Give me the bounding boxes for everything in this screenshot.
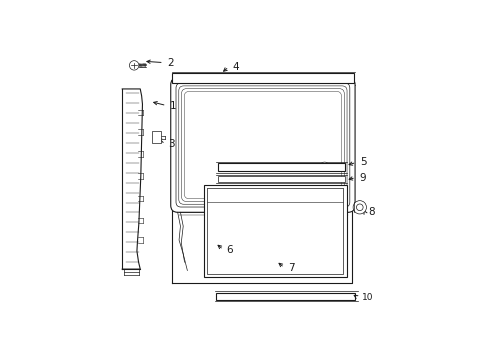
FancyBboxPatch shape: [171, 78, 355, 212]
Text: 7: 7: [288, 263, 294, 273]
Text: 2: 2: [167, 58, 174, 68]
Bar: [217, 293, 355, 300]
Bar: [152, 131, 161, 143]
Text: 8: 8: [368, 207, 375, 217]
Text: 5: 5: [360, 157, 367, 167]
Text: 6: 6: [227, 245, 233, 255]
Circle shape: [129, 61, 139, 70]
Bar: [207, 188, 343, 202]
Bar: [204, 185, 347, 278]
Bar: [207, 188, 343, 274]
Bar: [218, 163, 345, 171]
Circle shape: [320, 162, 329, 171]
Text: 4: 4: [232, 62, 239, 72]
Text: 10: 10: [362, 293, 373, 302]
Text: 1: 1: [170, 100, 176, 111]
Text: 3: 3: [169, 139, 175, 149]
Circle shape: [353, 201, 367, 214]
Bar: [172, 73, 354, 84]
Text: 9: 9: [359, 173, 366, 183]
Bar: [218, 176, 345, 182]
Circle shape: [356, 204, 363, 211]
